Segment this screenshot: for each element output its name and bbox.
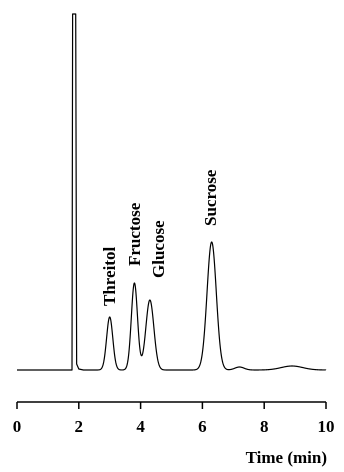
- peak-label-fructose: Fructose: [125, 202, 144, 266]
- peak-label-threitol: Threitol: [100, 247, 119, 306]
- x-tick-label: 6: [198, 417, 207, 436]
- x-tick-label: 10: [318, 417, 335, 436]
- x-tick-label: 4: [136, 417, 145, 436]
- x-tick-label: 2: [75, 417, 84, 436]
- x-axis-ticks: 0 2 4 6 8 10: [13, 402, 335, 436]
- chromatogram-trace: [17, 13, 327, 371]
- x-tick-label: 8: [260, 417, 269, 436]
- x-tick-label: 0: [13, 417, 22, 436]
- x-axis-title: Time (min): [246, 448, 327, 467]
- peak-label-glucose: Glucose: [149, 220, 168, 278]
- peak-label-sucrose: Sucrose: [201, 169, 220, 226]
